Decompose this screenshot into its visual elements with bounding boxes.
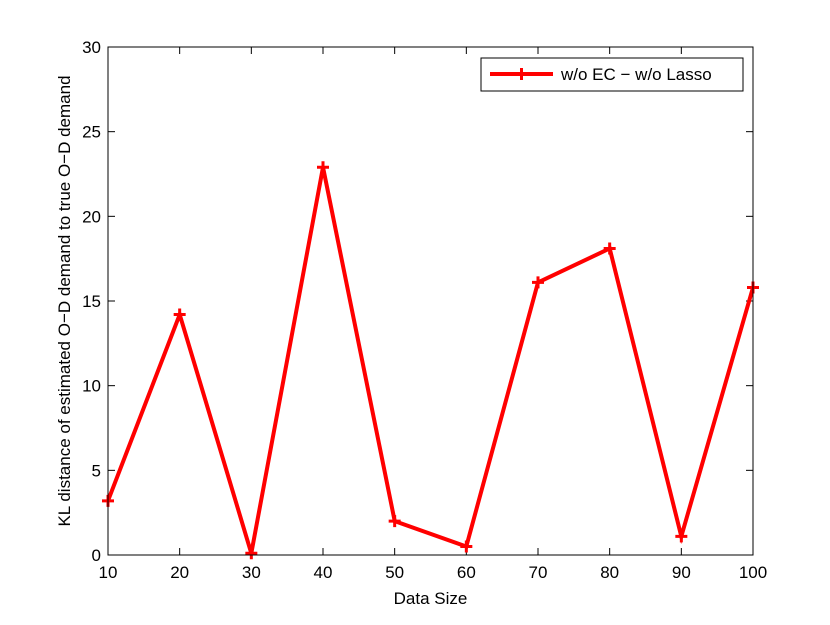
x-tick-label: 90 xyxy=(672,563,691,582)
data-point-marker xyxy=(317,161,329,174)
y-axis-label: KL distance of estimated O−D demand to t… xyxy=(55,75,74,526)
series-line xyxy=(106,166,755,554)
data-point-marker xyxy=(675,530,688,543)
x-tick-label: 80 xyxy=(600,563,619,582)
legend: w/o EC − w/o Lasso xyxy=(480,57,744,92)
x-tick-label: 50 xyxy=(385,563,404,582)
legend-marker xyxy=(515,68,528,80)
y-tick-label: 5 xyxy=(92,461,101,480)
plot-area xyxy=(108,47,753,555)
data-point-marker xyxy=(388,515,401,528)
data-point-marker xyxy=(245,547,258,560)
x-tick-label: 70 xyxy=(529,563,548,582)
data-point-marker xyxy=(532,276,544,289)
x-tick-label: 60 xyxy=(457,563,476,582)
x-tick-label: 10 xyxy=(99,563,118,582)
x-tick-label: 40 xyxy=(314,563,333,582)
x-axis-label: Data Size xyxy=(394,589,468,608)
y-tick-label: 20 xyxy=(82,207,101,226)
y-tick-label: 15 xyxy=(82,292,101,311)
data-point-marker xyxy=(460,540,473,553)
legend-label: w/o EC − w/o Lasso xyxy=(560,65,712,84)
data-point-marker xyxy=(173,308,186,321)
x-tick-label: 30 xyxy=(242,563,261,582)
y-tick-label: 10 xyxy=(82,377,101,396)
x-tick-label: 100 xyxy=(739,563,767,582)
y-tick-label: 30 xyxy=(82,38,101,57)
y-tick-label: 25 xyxy=(82,123,101,142)
data-point-marker xyxy=(603,242,616,255)
y-tick-label: 0 xyxy=(92,546,101,565)
x-tick-label: 20 xyxy=(170,563,189,582)
axis-ticks: 10 20 30 40 50 60 70 80 90 100 0 5 10 15 20 25 30 xyxy=(82,38,767,582)
plot-frame xyxy=(107,46,754,556)
